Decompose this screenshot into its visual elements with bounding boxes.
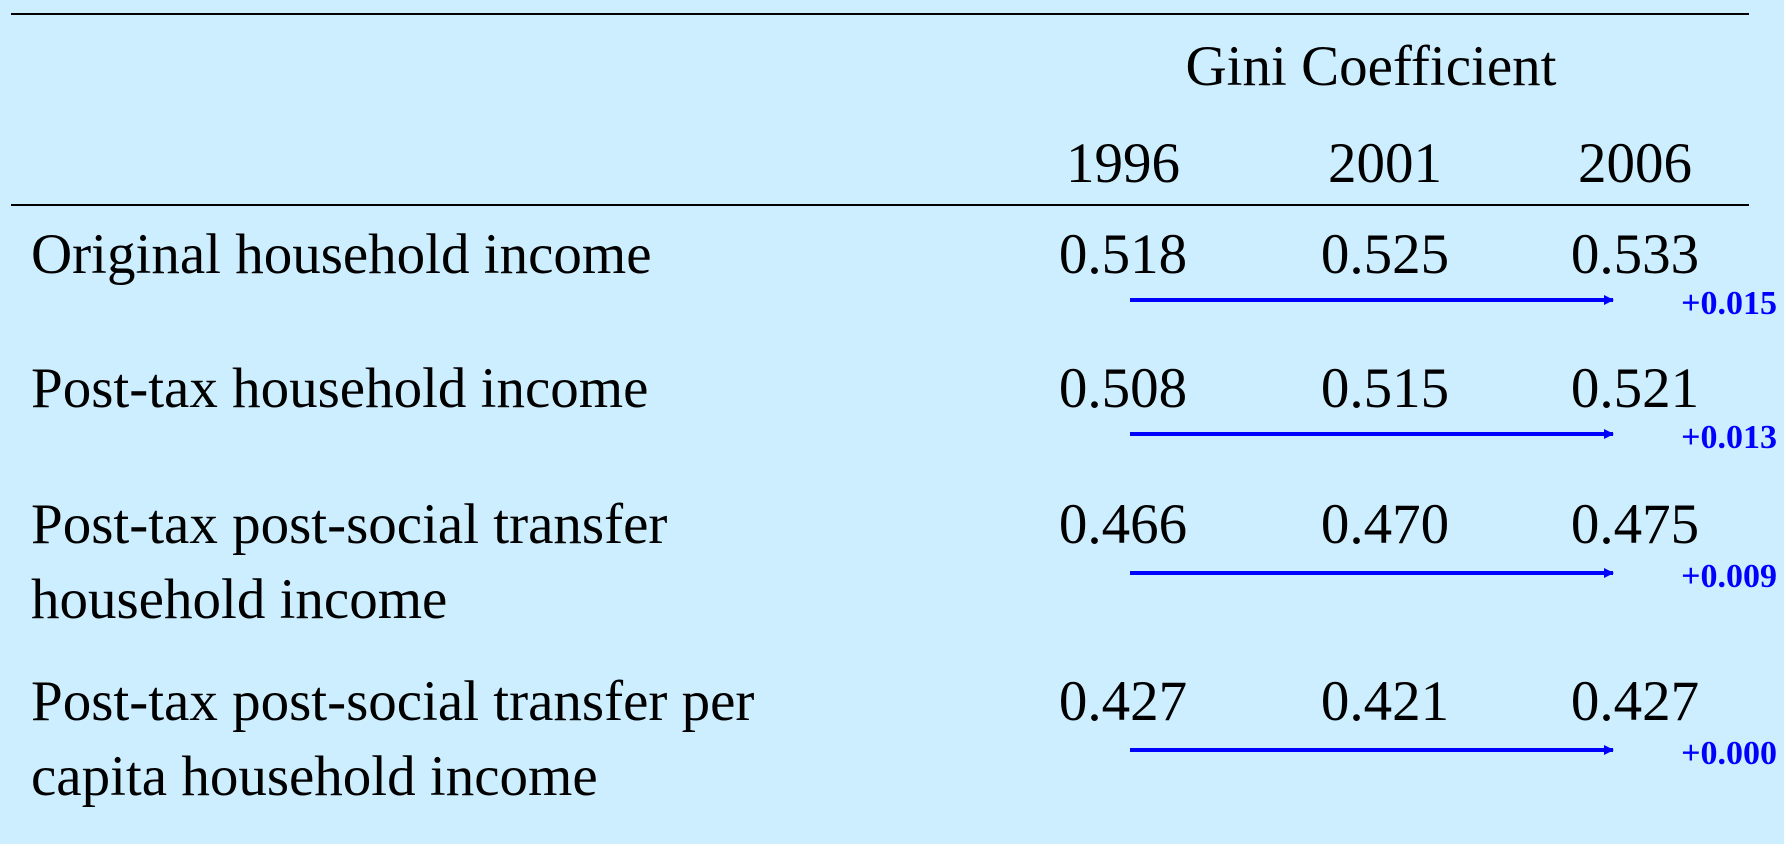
change-label: +0.015 [1681,285,1777,322]
cell-value: 0.525 [1321,223,1449,286]
cell-value: 0.470 [1321,493,1449,556]
change-label: +0.009 [1681,558,1777,595]
cell-value: 0.475 [1571,493,1699,556]
cell-value: 0.421 [1321,670,1449,733]
cell-value: 0.427 [1571,670,1699,733]
cell-value: 0.518 [1059,223,1187,286]
group-header: Gini Coefficient [1186,35,1557,98]
column-header: 1996 [1066,132,1180,195]
cell-value: 0.508 [1059,357,1187,420]
row-label: Original household income [31,223,652,286]
cell-value: 0.533 [1571,223,1699,286]
row-label: Post-tax post-social transfer per [31,670,754,733]
cell-value: 0.466 [1059,493,1187,556]
change-label: +0.013 [1681,419,1777,456]
change-label: +0.000 [1681,735,1777,772]
row-label: Post-tax household income [31,357,648,420]
row-label: capita household income [31,745,598,808]
cell-value: 0.521 [1571,357,1699,420]
row-label: Post-tax post-social transfer [31,493,667,556]
cell-value: 0.515 [1321,357,1449,420]
column-header: 2006 [1578,132,1692,195]
cell-value: 0.427 [1059,670,1187,733]
row-label: household income [31,568,447,631]
column-header: 2001 [1328,132,1442,195]
